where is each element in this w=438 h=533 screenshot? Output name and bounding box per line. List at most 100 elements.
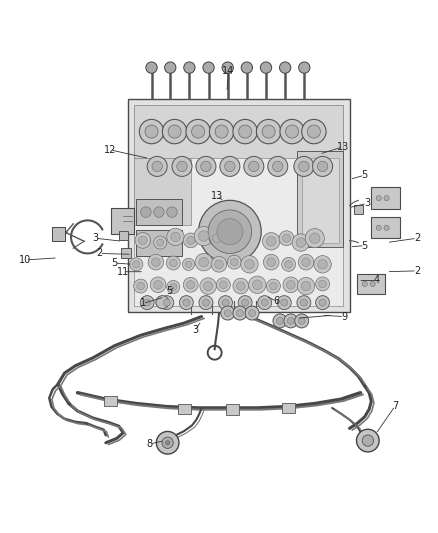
Circle shape — [245, 306, 259, 320]
Circle shape — [279, 62, 291, 73]
FancyBboxPatch shape — [121, 248, 131, 258]
Circle shape — [376, 225, 381, 230]
Circle shape — [298, 254, 314, 270]
FancyBboxPatch shape — [134, 106, 343, 305]
Circle shape — [296, 238, 306, 247]
Text: 11: 11 — [117, 266, 129, 277]
Circle shape — [286, 125, 299, 138]
Circle shape — [165, 62, 176, 73]
Circle shape — [280, 119, 304, 144]
Circle shape — [224, 310, 231, 317]
Circle shape — [166, 256, 180, 270]
Circle shape — [171, 232, 180, 241]
Circle shape — [154, 207, 164, 217]
Circle shape — [140, 296, 154, 310]
Circle shape — [262, 125, 275, 138]
Text: 5: 5 — [166, 286, 172, 296]
Circle shape — [266, 279, 280, 293]
Text: 9: 9 — [341, 312, 347, 321]
Circle shape — [299, 62, 310, 73]
Circle shape — [283, 234, 290, 243]
Circle shape — [233, 278, 249, 294]
Text: 1: 1 — [140, 298, 146, 309]
Circle shape — [220, 156, 240, 176]
FancyBboxPatch shape — [127, 99, 350, 312]
Circle shape — [225, 161, 235, 172]
Text: 5: 5 — [362, 170, 368, 180]
Circle shape — [267, 258, 276, 266]
Circle shape — [295, 314, 309, 328]
Text: 3: 3 — [192, 325, 198, 335]
Circle shape — [208, 210, 252, 254]
Circle shape — [154, 236, 167, 249]
Circle shape — [157, 239, 164, 246]
Circle shape — [134, 279, 148, 293]
Circle shape — [139, 119, 164, 144]
Circle shape — [301, 281, 311, 291]
Circle shape — [137, 282, 145, 290]
Circle shape — [249, 276, 266, 294]
Circle shape — [212, 234, 221, 243]
Circle shape — [281, 299, 288, 306]
Circle shape — [177, 161, 187, 172]
Circle shape — [273, 314, 287, 328]
Circle shape — [245, 260, 254, 269]
FancyBboxPatch shape — [297, 151, 343, 247]
FancyBboxPatch shape — [371, 217, 399, 238]
Circle shape — [282, 257, 296, 271]
Circle shape — [216, 278, 230, 292]
Circle shape — [199, 296, 213, 310]
Circle shape — [384, 225, 389, 230]
Circle shape — [196, 156, 216, 176]
Circle shape — [152, 161, 162, 172]
Circle shape — [256, 119, 281, 144]
Circle shape — [147, 156, 167, 176]
Circle shape — [313, 156, 332, 176]
Circle shape — [203, 62, 214, 73]
Circle shape — [292, 234, 310, 251]
Circle shape — [152, 258, 160, 266]
FancyBboxPatch shape — [134, 158, 191, 225]
Circle shape — [362, 435, 374, 446]
Circle shape — [297, 277, 315, 295]
FancyBboxPatch shape — [371, 187, 399, 209]
Circle shape — [133, 261, 140, 268]
Circle shape — [156, 296, 169, 309]
Circle shape — [277, 296, 291, 310]
Circle shape — [286, 280, 295, 289]
Circle shape — [204, 281, 213, 290]
Text: 13: 13 — [211, 191, 223, 201]
Circle shape — [217, 219, 243, 245]
Text: 2: 2 — [414, 266, 420, 276]
Text: 13: 13 — [337, 142, 349, 152]
Circle shape — [219, 296, 233, 310]
Circle shape — [135, 232, 151, 248]
Circle shape — [172, 156, 192, 176]
FancyBboxPatch shape — [111, 208, 134, 234]
Circle shape — [262, 232, 280, 250]
Circle shape — [318, 161, 328, 172]
Circle shape — [167, 280, 180, 294]
Circle shape — [162, 437, 173, 448]
Circle shape — [130, 258, 143, 271]
Circle shape — [170, 259, 177, 267]
Circle shape — [239, 125, 252, 138]
Circle shape — [276, 318, 283, 325]
Text: 4: 4 — [374, 276, 380, 286]
Circle shape — [138, 236, 147, 245]
Circle shape — [167, 228, 184, 246]
Text: 6: 6 — [273, 296, 279, 306]
Circle shape — [219, 281, 227, 288]
Circle shape — [310, 233, 320, 244]
Circle shape — [244, 156, 264, 176]
FancyBboxPatch shape — [357, 274, 385, 294]
Circle shape — [186, 119, 210, 144]
Circle shape — [227, 255, 241, 269]
Text: 10: 10 — [19, 255, 32, 265]
Circle shape — [284, 314, 298, 328]
Circle shape — [144, 299, 151, 306]
Circle shape — [209, 230, 225, 246]
Text: 8: 8 — [146, 439, 152, 449]
Circle shape — [300, 299, 307, 306]
Circle shape — [162, 119, 187, 144]
